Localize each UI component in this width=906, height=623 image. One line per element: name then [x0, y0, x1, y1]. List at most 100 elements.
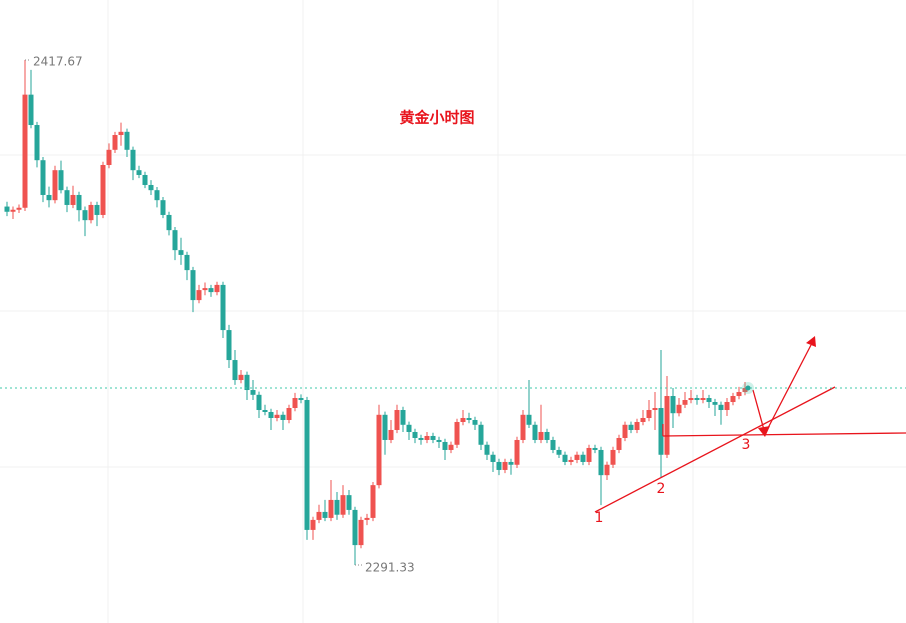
support-line: [662, 432, 906, 437]
candle-body: [88, 204, 94, 221]
arrow-head: [758, 426, 770, 437]
candle-body: [742, 388, 748, 393]
candle-body: [274, 414, 280, 418]
candle-body: [448, 444, 454, 450]
candle-body: [394, 410, 400, 430]
candle-body: [610, 449, 616, 465]
candle-body: [58, 170, 64, 191]
candle-body: [364, 517, 370, 520]
candle-body: [598, 449, 604, 476]
candle-body: [256, 394, 262, 411]
candle-body: [304, 400, 310, 530]
candle-body: [352, 509, 358, 546]
candle-body: [4, 206, 10, 212]
candle-body: [574, 454, 580, 460]
candle-body: [712, 402, 718, 405]
candle-body: [502, 461, 508, 470]
candle-body: [652, 408, 658, 411]
arrow-up: [767, 344, 812, 429]
candle-body: [412, 431, 418, 438]
candle-body: [262, 410, 268, 413]
candle-body: [604, 464, 610, 476]
candle-body: [226, 330, 232, 361]
candle-body: [358, 519, 364, 546]
trend-line: [594, 386, 836, 513]
candle-body: [640, 417, 646, 422]
candle-body: [280, 414, 286, 420]
candle-body: [736, 392, 742, 397]
candle-body: [40, 160, 46, 195]
candle-body: [406, 424, 412, 432]
low-label: 2291.33: [365, 560, 415, 574]
candle-body: [694, 398, 700, 401]
arrow-down: [752, 389, 765, 431]
candle-body: [586, 447, 592, 462]
candle-body: [82, 210, 88, 221]
candle-body: [676, 404, 682, 414]
candle-body: [70, 194, 76, 205]
candle-body: [64, 190, 70, 205]
candle-body: [166, 214, 172, 231]
candle-body: [472, 419, 478, 425]
candle-body: [556, 449, 562, 455]
candle-body: [388, 429, 394, 440]
candle-body: [28, 94, 34, 126]
candle-body: [496, 461, 502, 470]
candle-body: [508, 461, 514, 465]
candle-body: [148, 184, 154, 191]
candle-body: [118, 131, 124, 136]
arrow-head: [806, 336, 816, 347]
candle-body: [370, 485, 376, 518]
candle-body: [46, 194, 52, 201]
candle-body: [10, 209, 16, 212]
candle-body: [634, 421, 640, 430]
candle-body: [334, 499, 340, 515]
candle-body: [376, 414, 382, 486]
candle-body: [622, 424, 628, 438]
candle-body: [628, 424, 634, 430]
candle-body: [646, 410, 652, 418]
candle-body: [550, 439, 556, 450]
candle-body: [730, 396, 736, 403]
candle-body: [190, 270, 196, 301]
candle-body: [184, 254, 190, 271]
candle-body: [400, 410, 406, 425]
candle-body: [544, 431, 550, 440]
candle-body: [292, 398, 298, 409]
candle-body: [700, 398, 706, 401]
candle-body: [436, 439, 442, 442]
candle-body: [688, 398, 694, 401]
candle-body: [340, 495, 346, 515]
annotation-label: 2: [657, 481, 666, 497]
annotation-label: 3: [742, 437, 751, 453]
candle-body: [724, 402, 730, 411]
candle-body: [142, 174, 148, 185]
candle-body: [418, 437, 424, 440]
candle-body: [592, 447, 598, 450]
candle-body: [430, 435, 436, 440]
candle-body: [322, 511, 328, 518]
candle-body: [454, 421, 460, 445]
candle-body: [346, 495, 352, 510]
candle-body: [268, 412, 274, 418]
annotation-label: 1: [595, 510, 604, 526]
candle-body: [466, 417, 472, 420]
candle-body: [442, 441, 448, 450]
candle-body: [310, 519, 316, 530]
candle-body: [76, 194, 82, 211]
candle-body: [172, 230, 178, 251]
candle-body: [160, 200, 166, 215]
candle-body: [484, 444, 490, 455]
candle-body: [580, 454, 586, 462]
candle-body: [238, 374, 244, 381]
candle-body: [220, 284, 226, 331]
candle-body: [382, 414, 388, 440]
candle-body: [244, 374, 250, 391]
candle-body: [250, 390, 256, 395]
candle-body: [718, 404, 724, 411]
candle-body: [520, 414, 526, 440]
candle-body: [478, 424, 484, 445]
candle-body: [514, 439, 520, 465]
